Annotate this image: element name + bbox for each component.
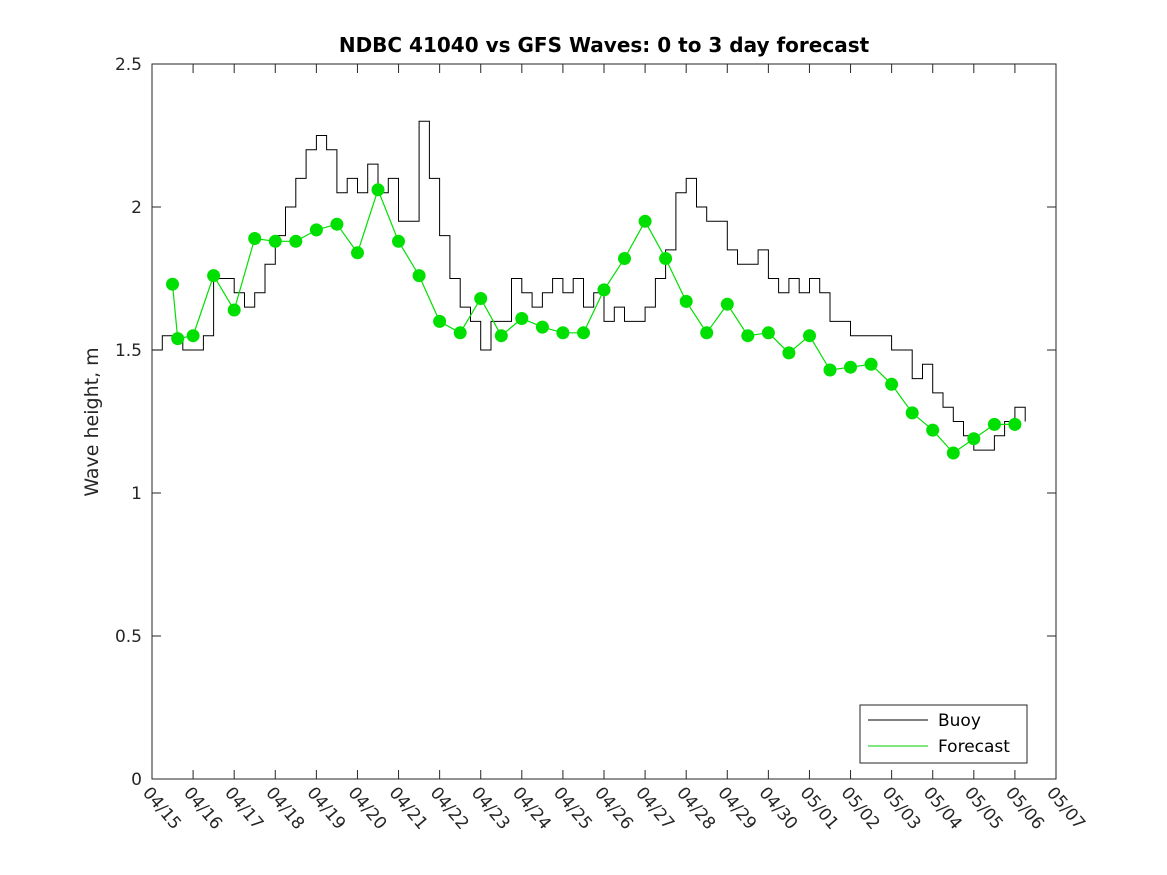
forecast-point [268, 234, 282, 248]
y-tick-label: 1.5 [115, 341, 142, 361]
forecast-point [227, 303, 241, 317]
forecast-point [248, 232, 262, 245]
series-line-buoy [152, 120, 1026, 451]
forecast-point [638, 214, 652, 228]
forecast-point [597, 283, 611, 297]
forecast-point [761, 326, 775, 340]
forecast-point [453, 326, 467, 340]
forecast-point [351, 246, 364, 260]
forecast-point [885, 377, 899, 391]
forecast-point [946, 446, 960, 460]
forecast-point [474, 292, 488, 305]
forecast-point [741, 329, 755, 343]
forecast-point [515, 312, 529, 325]
forecast-point [412, 269, 426, 283]
forecast-point [186, 329, 200, 343]
y-tick-label: 0 [131, 770, 142, 790]
forecast-point [844, 360, 857, 374]
forecast-point [392, 234, 405, 248]
forecast-point [577, 326, 590, 340]
forecast-point [679, 294, 693, 308]
y-tick-label: 2.5 [115, 55, 142, 75]
legend-label-buoy: Buoy [938, 711, 981, 731]
forecast-point [433, 314, 447, 328]
forecast-point [700, 326, 714, 340]
forecast-point [535, 320, 549, 334]
y-tick-label: 2 [131, 198, 142, 218]
forecast-point [309, 223, 323, 237]
forecast-point [659, 252, 673, 265]
forecast-point [289, 234, 303, 248]
y-tick-label: 0.5 [115, 627, 142, 647]
forecast-point [494, 329, 508, 343]
forecast-point [864, 357, 878, 371]
legend-box [859, 704, 1028, 764]
forecast-point [926, 423, 940, 437]
forecast-point [166, 277, 179, 291]
forecast-point [987, 417, 1001, 431]
forecast-point [171, 332, 185, 346]
forecast-point [556, 326, 570, 340]
chart-title: NDBC 41040 vs GFS Waves: 0 to 3 day fore… [339, 33, 870, 57]
forecast-point [720, 297, 734, 311]
forecast-point [207, 269, 221, 283]
forecast-point [1008, 417, 1022, 431]
forecast-point [905, 406, 919, 420]
forecast-point [823, 363, 837, 377]
legend: Buoy Forecast [859, 704, 1028, 764]
forecast-point [618, 252, 631, 265]
series-layer [152, 120, 1026, 460]
plot-frame [151, 63, 1057, 780]
forecast-point [782, 346, 796, 360]
plot-background [152, 64, 1056, 779]
y-axis-label: Wave height, m [81, 347, 103, 496]
forecast-point [330, 217, 344, 231]
forecast-point [967, 432, 981, 446]
forecast-point [371, 183, 385, 197]
legend-label-forecast: Forecast [938, 737, 1010, 757]
y-axis-ticks: 0 0.5 1 1.5 2 2.5 [115, 55, 1056, 790]
forecast-point [803, 329, 816, 343]
y-tick-label: 1 [131, 484, 142, 504]
